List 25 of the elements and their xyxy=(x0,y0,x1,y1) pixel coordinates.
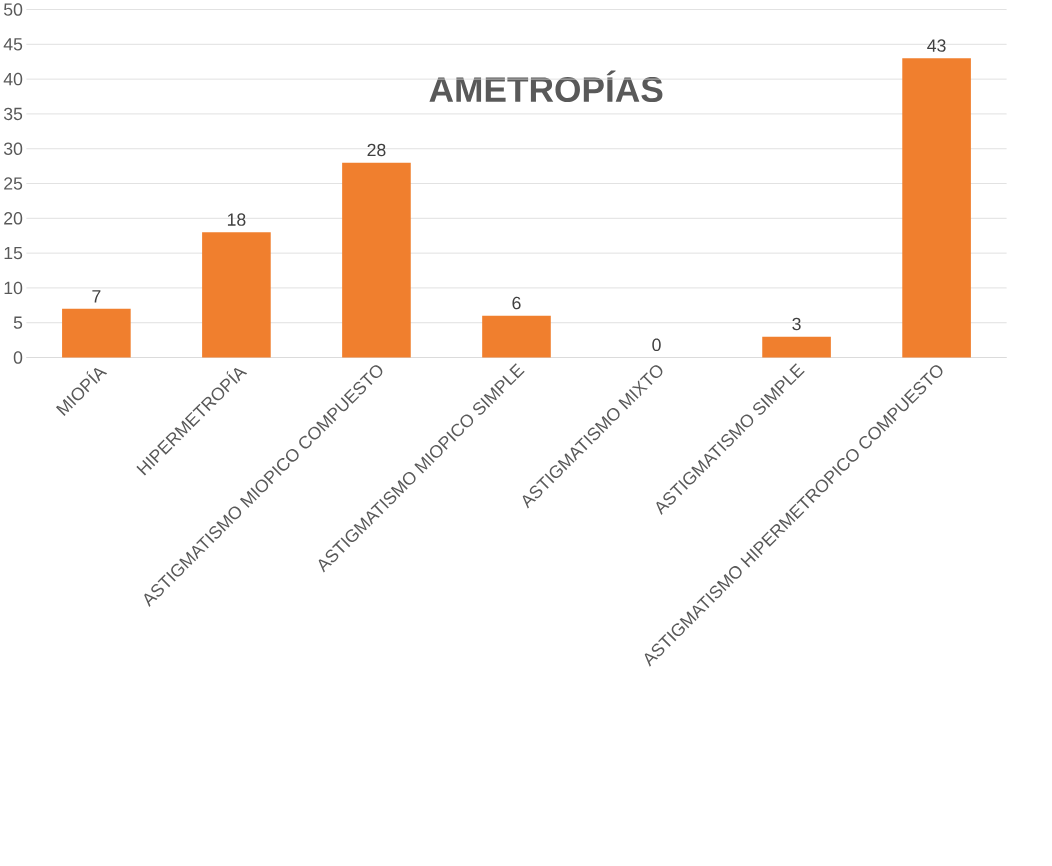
y-tick-label: 40 xyxy=(3,73,23,86)
bar xyxy=(62,309,131,358)
y-tick-label: 10 xyxy=(4,281,23,295)
y-tick-label: 30 xyxy=(3,142,23,156)
bar xyxy=(342,162,411,358)
y-tick-label: 5 xyxy=(13,316,23,330)
data-label: 0 xyxy=(652,338,661,352)
data-label: 7 xyxy=(92,290,101,303)
y-tick-label: 15 xyxy=(4,247,23,260)
bar xyxy=(202,232,271,358)
y-tick-label: 35 xyxy=(3,107,23,121)
bar xyxy=(902,58,971,358)
bar xyxy=(762,336,831,358)
data-label: 6 xyxy=(512,297,521,310)
bar xyxy=(482,315,551,358)
data-label: 18 xyxy=(227,213,246,227)
data-label: 3 xyxy=(792,317,801,331)
y-tick-label: 25 xyxy=(4,177,23,190)
y-tick-label: 45 xyxy=(3,38,23,51)
text: AMETROPÍAS xyxy=(429,70,663,103)
data-label: 43 xyxy=(927,39,946,53)
y-tick-label: 50 xyxy=(3,3,23,16)
y-tick-label: 0 xyxy=(13,351,23,364)
y-tick-label: 20 xyxy=(4,212,23,225)
data-label: 28 xyxy=(367,143,386,157)
